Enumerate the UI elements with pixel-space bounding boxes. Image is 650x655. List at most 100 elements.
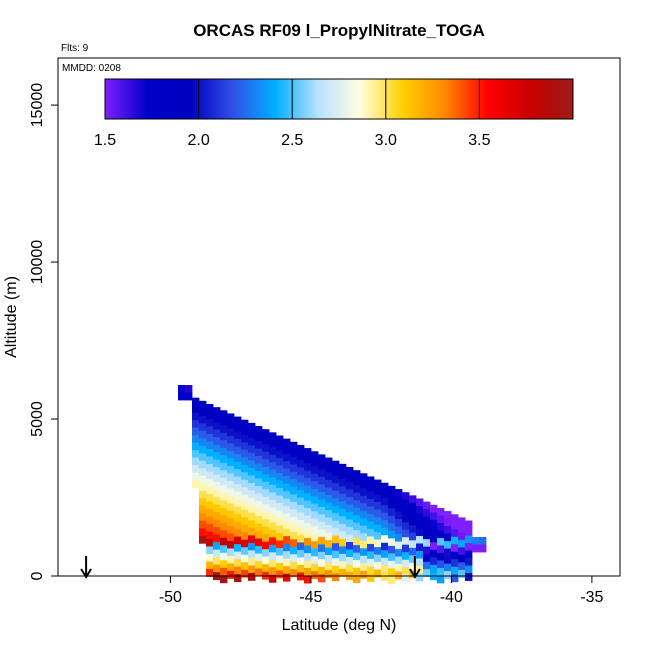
heat-cell xyxy=(318,514,326,523)
heat-cell xyxy=(297,519,305,528)
heat-cell xyxy=(374,502,382,510)
heat-cell xyxy=(220,522,228,531)
heat-cell xyxy=(416,521,424,529)
heat-cell xyxy=(360,503,368,512)
heat-cell xyxy=(206,419,214,427)
heat-cell xyxy=(465,573,473,581)
heat-cell xyxy=(367,566,375,575)
heat-cell xyxy=(423,539,431,548)
heat-cell xyxy=(227,510,235,519)
heat-cell xyxy=(269,439,277,448)
heat-cell xyxy=(269,499,277,508)
heat-cell xyxy=(248,467,256,476)
heat-cell xyxy=(241,427,249,436)
heat-cell xyxy=(311,481,319,490)
heat-cell xyxy=(206,494,214,502)
heat-cell xyxy=(269,477,277,486)
heat-cell xyxy=(248,460,256,469)
heat-cell xyxy=(262,549,270,558)
heat-cell xyxy=(381,550,389,559)
heat-cell xyxy=(248,430,256,439)
heat-cell xyxy=(444,556,452,564)
heat-cell xyxy=(388,530,396,539)
heat-cell xyxy=(234,559,242,567)
y-tick-label: 10000 xyxy=(29,240,46,285)
heat-cell xyxy=(234,431,242,440)
heat-cell xyxy=(192,442,200,451)
heat-cell xyxy=(276,540,284,549)
heat-cell xyxy=(262,459,270,468)
heat-cell xyxy=(444,518,452,527)
heat-cell xyxy=(325,457,333,466)
heat-cell xyxy=(199,520,207,529)
heat-cell xyxy=(325,465,333,473)
profile-markers xyxy=(80,556,421,579)
heat-cell xyxy=(178,385,186,393)
heat-cell xyxy=(262,541,270,550)
heat-cell xyxy=(311,473,319,482)
heat-cell xyxy=(192,480,200,489)
heat-cell xyxy=(318,574,326,583)
heat-cell xyxy=(360,555,368,564)
y-tick-label: 5000 xyxy=(29,401,46,437)
heat-cell xyxy=(304,553,312,561)
heat-cell xyxy=(311,541,319,550)
heat-cell xyxy=(276,563,284,571)
heat-cell xyxy=(304,515,312,524)
heat-cell xyxy=(332,565,340,574)
heat-cell xyxy=(367,483,375,492)
heat-cell xyxy=(353,530,361,539)
heat-cell xyxy=(437,575,445,584)
heat-cell xyxy=(269,492,277,501)
heat-cell xyxy=(395,519,403,527)
heat-cell xyxy=(416,551,424,559)
heat-cell xyxy=(353,477,361,486)
heat-cell xyxy=(367,551,375,560)
heat-cell xyxy=(339,493,347,502)
heat-cell xyxy=(416,506,424,514)
plot-frame xyxy=(57,57,621,577)
heat-cell xyxy=(199,490,207,499)
heat-cell xyxy=(276,570,284,579)
heat-cell xyxy=(311,571,319,580)
heat-cell xyxy=(248,527,256,536)
heat-cell xyxy=(458,569,466,578)
heat-cell xyxy=(241,464,249,473)
heat-cell xyxy=(199,415,207,424)
heat-cell xyxy=(213,504,221,513)
heat-cell xyxy=(241,569,249,578)
heat-cell xyxy=(325,472,333,481)
heat-cell xyxy=(248,497,256,506)
heat-cell xyxy=(346,489,354,498)
heat-cell xyxy=(290,516,298,525)
heat-cell xyxy=(227,495,235,504)
heat-cell xyxy=(395,526,403,535)
x-axis: -50 -45 -40 -35 xyxy=(159,576,604,606)
heat-cell xyxy=(206,486,214,495)
heat-cell xyxy=(241,479,249,488)
heat-cell xyxy=(353,560,361,569)
heat-cell xyxy=(269,574,277,583)
flights-label: Flts: 9 xyxy=(61,43,89,54)
heat-cell xyxy=(374,487,382,495)
heat-cell xyxy=(199,498,207,507)
heat-cell xyxy=(185,392,193,401)
heat-cell xyxy=(304,530,312,539)
heat-cell xyxy=(206,456,214,465)
heat-cell xyxy=(262,534,270,543)
heat-cell xyxy=(430,519,438,528)
heat-cell xyxy=(374,517,382,525)
heat-cell xyxy=(276,488,284,496)
heat-cell xyxy=(276,473,284,481)
heat-cell xyxy=(283,476,291,485)
heat-cell xyxy=(192,412,200,421)
heat-cell xyxy=(346,482,354,490)
heat-cell xyxy=(423,531,431,540)
heat-cell xyxy=(234,574,242,582)
heat-cell xyxy=(227,450,235,459)
heat-cell xyxy=(381,520,389,529)
heat-cell xyxy=(318,499,326,508)
heat-cell xyxy=(269,462,277,471)
heat-cell xyxy=(395,511,403,520)
